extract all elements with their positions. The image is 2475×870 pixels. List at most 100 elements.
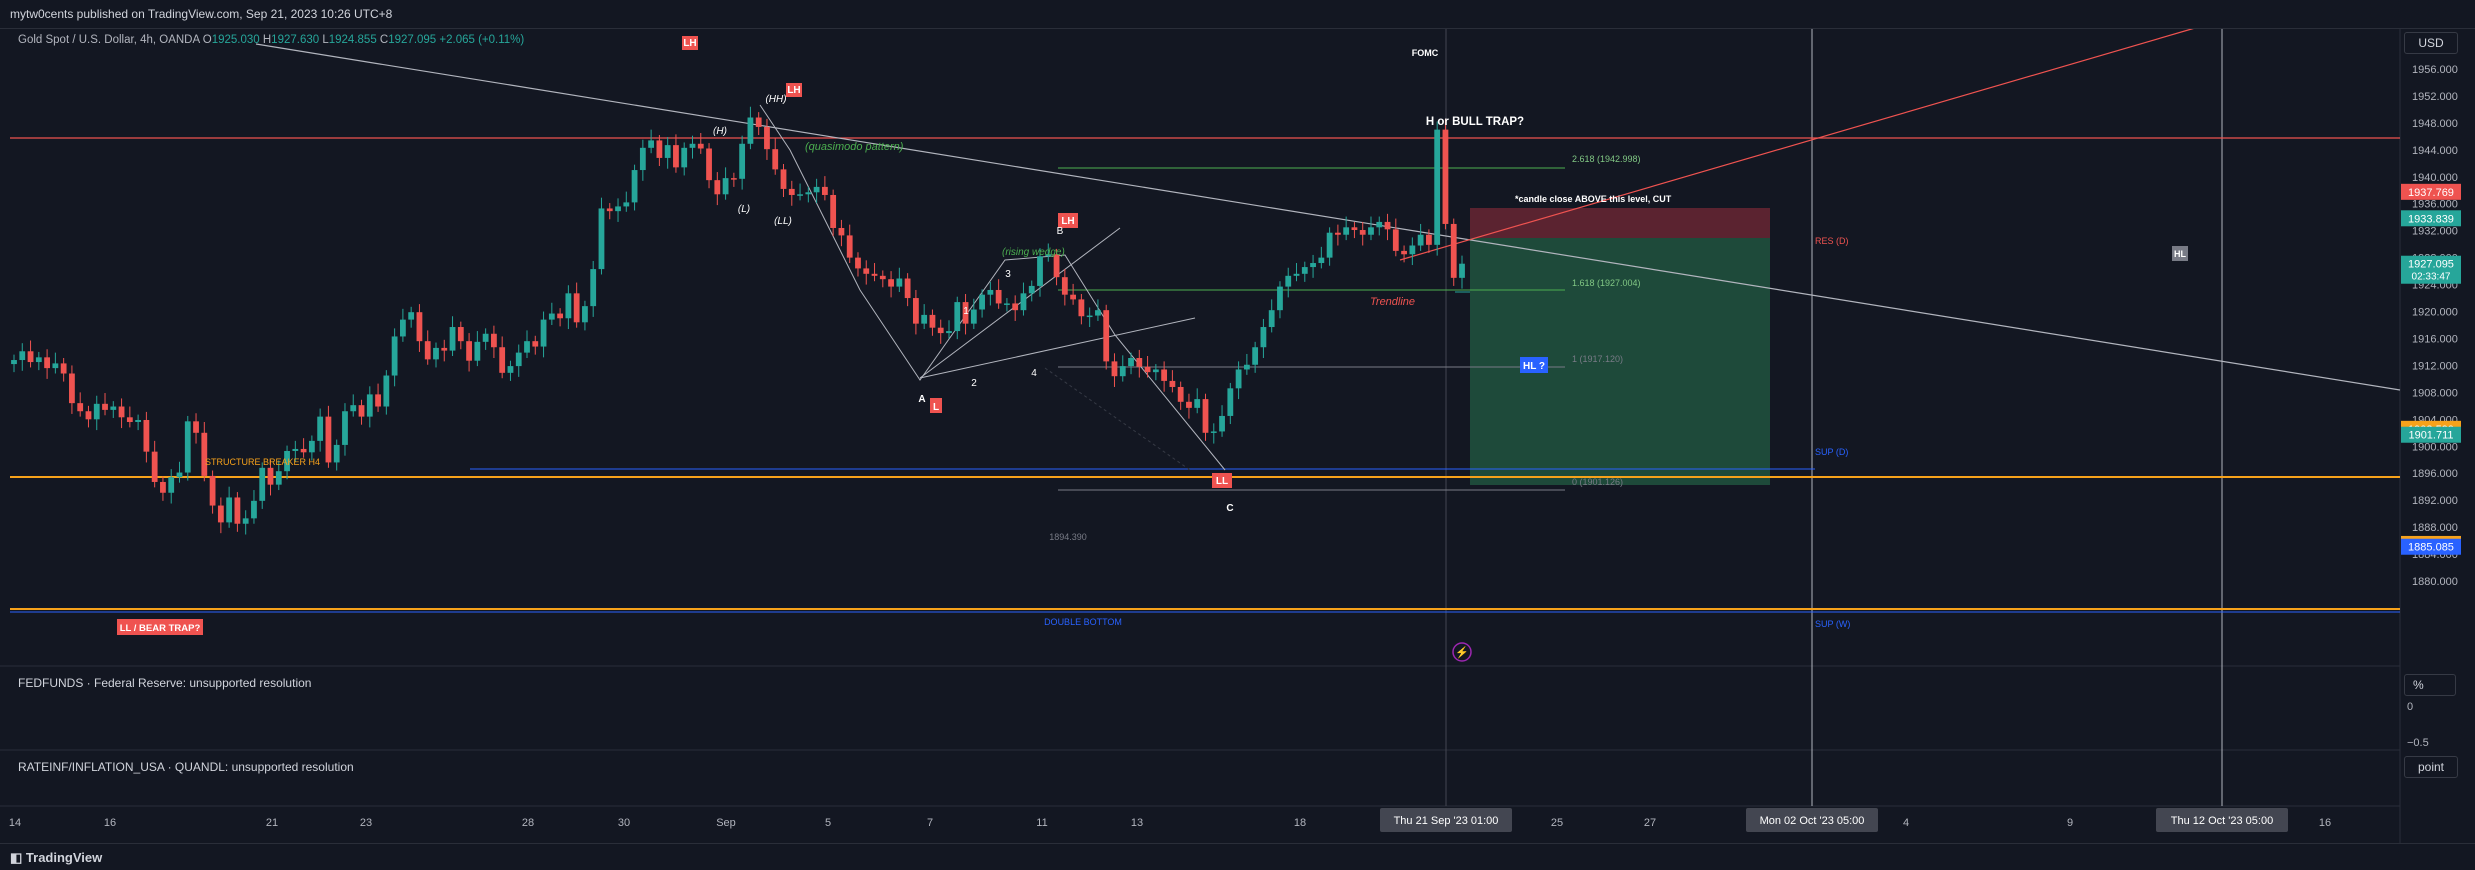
candle-body <box>1103 310 1110 362</box>
candle <box>317 408 324 452</box>
candle <box>93 395 100 431</box>
candle <box>1219 405 1225 437</box>
currency-button[interactable]: USD <box>2404 32 2458 54</box>
price-axis[interactable]: 1956.000 1952.000 1948.000 1944.000 1940.000… <box>2412 64 2458 588</box>
percent-scale-button[interactable]: % <box>2404 674 2456 696</box>
candle <box>1186 393 1192 419</box>
open-label: O <box>202 34 212 46</box>
candle-body <box>1186 401 1192 408</box>
stop-loss-zone[interactable] <box>1470 208 1770 238</box>
candle <box>1334 224 1341 246</box>
small-price-label: 1894.390 <box>1049 532 1087 542</box>
time-highlight-bg <box>1746 808 1878 832</box>
candle <box>937 319 944 344</box>
candle <box>813 178 820 204</box>
candle-body <box>1334 232 1341 235</box>
time-highlight: Thu 21 Sep '23 01:00 <box>1380 808 1512 832</box>
candle <box>673 134 679 173</box>
candle <box>77 392 84 417</box>
candle-body <box>1161 369 1168 381</box>
candle-body <box>507 366 514 373</box>
candle-body <box>52 363 59 369</box>
candle <box>821 176 828 201</box>
candle <box>1392 218 1399 257</box>
candle <box>524 330 530 359</box>
candle <box>863 260 870 285</box>
candle <box>987 281 994 306</box>
lh-label-3: LH <box>1061 216 1074 227</box>
candle-body <box>234 497 241 524</box>
price-tag-bg <box>2401 210 2461 227</box>
candle <box>962 294 969 335</box>
candle-body <box>457 327 464 342</box>
candle <box>1144 355 1151 378</box>
candle-body <box>1095 310 1101 316</box>
lh-badge <box>682 36 698 50</box>
candle-body <box>904 278 911 299</box>
wave-b: B <box>1057 226 1064 237</box>
candle-body <box>648 140 655 148</box>
candle <box>135 414 142 431</box>
ascending-trendline[interactable] <box>1399 27 2196 261</box>
candle-body <box>871 273 878 276</box>
time-axis[interactable]: 14 16 21 23 28 30 Sep 5 7 11 13 18 25 27 4 9 16 Thu 21 Se… <box>9 808 2331 832</box>
candle-body <box>259 467 266 501</box>
lightning-event-icon[interactable] <box>1452 642 1472 662</box>
candle <box>242 510 249 535</box>
symbol-legend[interactable]: Gold Spot / U.S. Dollar, 4h, OANDA O1925… <box>18 34 524 46</box>
candle-body <box>764 126 770 150</box>
double-bottom-label: DOUBLE BOTTOM <box>1044 617 1122 627</box>
candle <box>739 135 746 190</box>
candle-body <box>1037 256 1043 286</box>
candle <box>913 289 919 335</box>
candle <box>1351 221 1358 239</box>
candle <box>44 349 50 379</box>
hl-badge: HL <box>2174 249 2186 259</box>
candle-body <box>722 178 729 195</box>
candle-body <box>1194 399 1201 408</box>
candle <box>193 413 199 444</box>
candle-body <box>524 341 530 353</box>
candle-body <box>962 302 969 324</box>
descending-trendline[interactable] <box>255 43 2401 391</box>
candle-body <box>441 347 448 351</box>
candle-body <box>540 319 547 347</box>
candle <box>1301 261 1308 282</box>
candle <box>333 439 340 471</box>
candle <box>482 328 489 350</box>
wave-2: 2 <box>971 378 977 389</box>
candle-body <box>449 327 456 351</box>
candle-body <box>350 405 357 412</box>
wave-4: 4 <box>1031 368 1037 379</box>
candle-body <box>1152 369 1159 373</box>
candle <box>1293 263 1300 282</box>
price-tick-label: 1912.000 <box>2412 360 2458 372</box>
candle <box>1277 281 1283 319</box>
candle-body <box>1459 263 1465 278</box>
point-scale-button[interactable]: point <box>2404 756 2458 778</box>
candle <box>888 271 894 298</box>
candle <box>408 306 415 328</box>
candle <box>118 398 125 429</box>
candle <box>557 308 563 327</box>
ll-badge: LL <box>1216 476 1228 487</box>
ll-label: (LL) <box>774 216 792 227</box>
candle-body <box>217 505 224 523</box>
candle-body <box>300 448 307 453</box>
candle-body <box>532 341 539 347</box>
time-tick-label: 9 <box>2067 817 2073 829</box>
candle-body <box>242 518 249 524</box>
hl-question-badge: HL ? <box>1523 361 1545 372</box>
candle-body <box>697 143 704 149</box>
candle-body <box>251 500 257 519</box>
candle-body <box>888 279 894 287</box>
candle-body <box>1343 227 1350 235</box>
price-tag-bg <box>2401 183 2461 200</box>
tradingview-logo[interactable]: ◧ TradingView <box>10 850 102 866</box>
fedfunds-pane-title: FEDFUNDS · Federal Reserve: unsupported … <box>18 676 312 690</box>
candle <box>433 342 439 368</box>
time-tick-label: 7 <box>927 817 933 829</box>
candle-body <box>333 444 340 463</box>
candle <box>391 328 398 387</box>
